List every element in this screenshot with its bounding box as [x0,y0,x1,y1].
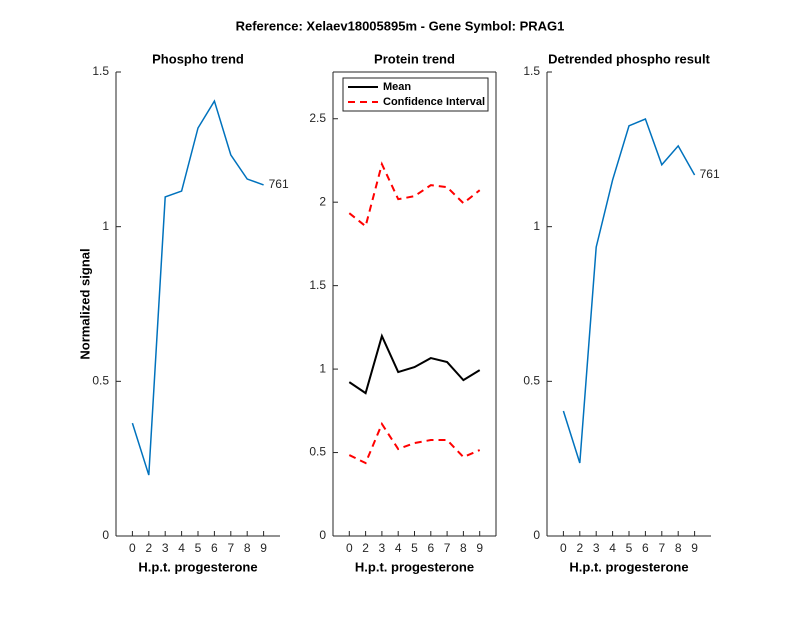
line-end-label: 761 [700,167,720,181]
x-axis-label: H.p.t. progesterone [355,559,474,574]
x-tick-label: 5 [195,541,202,555]
x-tick-label: 2 [576,541,583,555]
x-tick-label: 8 [675,541,682,555]
legend-label: Mean [383,81,411,93]
line-end-label: 761 [269,177,289,191]
x-tick-label: 4 [178,541,185,555]
y-tick-label: 1 [533,219,540,233]
x-tick-label: 3 [379,541,386,555]
chart-title: Phospho trend [152,51,244,66]
data-line [562,118,696,464]
ci-lower-line [348,421,481,465]
y-tick-label: 0 [102,528,109,542]
data-line [348,333,481,395]
y-tick-label: 0.5 [92,374,109,388]
x-tick-label: 0 [346,541,353,555]
y-tick-label: 1.5 [309,278,326,292]
x-tick-label: 0 [129,541,136,555]
x-tick-label: 7 [444,541,451,555]
y-tick-label: 0 [319,528,326,542]
x-tick-label: 6 [427,541,434,555]
figure-title: Reference: Xelaev18005895m - Gene Symbol… [236,18,565,33]
x-tick-label: 7 [658,541,665,555]
y-axis-label: Normalized signal [77,248,92,359]
legend-label: Confidence Interval [383,96,485,108]
y-tick-label: 2 [319,194,326,208]
y-tick-label: 1 [319,361,326,375]
x-tick-label: 6 [211,541,218,555]
y-tick-label: 1.5 [92,64,109,78]
chart-title: Protein trend [374,51,455,66]
y-tick-label: 0.5 [309,445,326,459]
y-tick-label: 2.5 [309,111,326,125]
x-tick-label: 9 [476,541,483,555]
x-axis-label: H.p.t. progesterone [569,559,688,574]
x-tick-label: 6 [642,541,649,555]
x-tick-label: 3 [593,541,600,555]
x-tick-label: 4 [395,541,402,555]
x-tick-label: 3 [162,541,169,555]
x-tick-label: 5 [411,541,418,555]
data-line [131,99,264,476]
y-tick-label: 0 [533,528,540,542]
ci-upper-line [348,161,481,228]
y-tick-label: 1 [102,219,109,233]
x-tick-label: 9 [260,541,267,555]
x-tick-label: 9 [691,541,698,555]
x-tick-label: 8 [244,541,251,555]
x-tick-label: 5 [626,541,633,555]
x-tick-label: 2 [362,541,369,555]
chart-title: Detrended phospho result [548,51,710,66]
x-axis-label: H.p.t. progesterone [138,559,257,574]
y-tick-label: 0.5 [523,374,540,388]
x-tick-label: 7 [227,541,234,555]
x-tick-label: 0 [560,541,567,555]
legend-box [342,77,489,112]
x-tick-label: 4 [609,541,616,555]
y-tick-label: 1.5 [523,64,540,78]
x-tick-label: 2 [145,541,152,555]
x-tick-label: 8 [460,541,467,555]
